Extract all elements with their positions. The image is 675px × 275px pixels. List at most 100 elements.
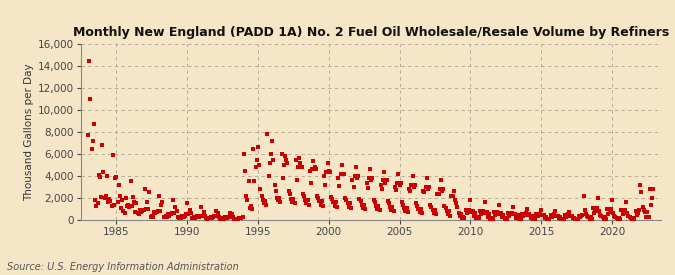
Point [431,212,441,217]
Point [229,217,240,221]
Point [306,180,317,185]
Point [300,198,310,202]
Point [146,213,157,218]
Point [598,217,609,221]
Point [502,217,512,221]
Point [164,213,175,218]
Point [200,216,211,221]
Point [153,194,164,198]
Point [241,194,252,198]
Point [281,157,292,162]
Point [630,209,641,213]
Point [126,204,137,208]
Point [612,215,622,220]
Point [381,178,392,183]
Point [452,205,463,209]
Point [610,214,621,219]
Point [441,209,452,213]
Point [584,216,595,221]
Point [325,169,335,174]
Point [334,184,345,188]
Point [209,214,220,218]
Point [202,217,213,221]
Point [227,212,238,217]
Point [587,216,597,221]
Point [632,211,643,215]
Point [574,215,585,219]
Point [415,207,426,211]
Point [560,215,571,219]
Point [433,191,444,196]
Point [407,174,418,178]
Point [393,172,404,176]
Point [336,163,347,167]
Point [421,176,432,180]
Point [175,214,186,219]
Point [265,152,276,156]
Point [163,212,173,217]
Point [514,216,525,221]
Point [446,194,457,198]
Point [171,209,182,213]
Point [379,169,389,174]
Point [310,167,321,172]
Point [162,215,173,219]
Point [339,172,350,176]
Point [549,212,560,216]
Point [520,211,531,216]
Point [232,217,243,221]
Point [112,200,123,205]
Point [400,209,411,213]
Point [289,201,300,206]
Point [148,210,159,214]
Point [531,212,542,217]
Point [137,209,148,213]
Point [203,216,214,220]
Point [438,187,449,191]
Point [374,208,385,212]
Point [353,174,364,178]
Point [535,212,545,216]
Point [404,187,414,191]
Point [190,216,201,221]
Point [527,217,538,221]
Point [380,180,391,185]
Point [176,216,187,220]
Point [639,208,649,212]
Point [416,211,427,216]
Point [546,214,557,219]
Point [96,195,107,199]
Point [545,213,556,217]
Point [593,209,604,213]
Point [544,217,555,221]
Point [355,199,366,204]
Point [486,216,497,220]
Point [583,215,594,219]
Point [165,212,176,217]
Point [237,215,248,219]
Point [557,216,568,221]
Point [259,201,269,206]
Point [429,208,440,212]
Point [443,212,454,217]
Point [282,161,293,165]
Point [90,198,101,202]
Point [614,215,624,220]
Point [516,217,526,221]
Point [331,205,342,209]
Point [194,214,205,219]
Point [590,209,601,213]
Point [387,205,398,209]
Point [637,205,648,209]
Point [563,212,574,217]
Point [640,210,651,214]
Point [191,214,202,218]
Point [350,174,360,178]
Point [621,200,632,205]
Point [383,201,394,206]
Point [478,209,489,213]
Point [329,204,340,208]
Point [223,214,234,219]
Text: Source: U.S. Energy Information Administration: Source: U.S. Energy Information Administ… [7,262,238,272]
Point [156,202,167,207]
